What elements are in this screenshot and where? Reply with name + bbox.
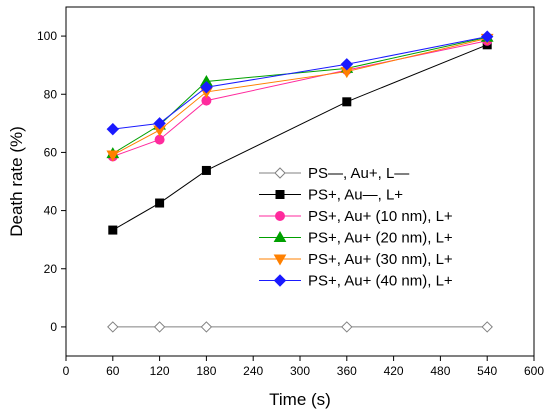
legend: PS—, Au+, L— PS+, Au—, L+ PS+, Au+ (10 nm)… xyxy=(259,165,453,290)
legend-label: PS+, Au+ (40 nm), L+ xyxy=(308,273,453,290)
x-tick-label: 420 xyxy=(384,364,404,378)
x-tick-label: 480 xyxy=(430,364,450,378)
data-point xyxy=(155,198,165,208)
series-3 xyxy=(107,35,493,162)
x-tick-label: 240 xyxy=(243,364,263,378)
data-point xyxy=(200,81,213,94)
data-point xyxy=(342,97,352,107)
legend-marker xyxy=(274,167,286,179)
plot-area-frame xyxy=(65,6,535,357)
legend-marker xyxy=(275,190,285,199)
data-point xyxy=(201,165,211,175)
legend-entry: PS+, Au+ (40 nm), L+ xyxy=(259,273,453,290)
legend-label: PS+, Au—, L+ xyxy=(308,187,403,204)
data-point xyxy=(153,117,166,130)
legend-marker xyxy=(275,211,285,221)
legend-entry: PS+, Au+ (30 nm), L+ xyxy=(259,251,453,268)
y-tick-label: 0 xyxy=(50,320,57,334)
x-tick-label: 600 xyxy=(524,364,544,378)
y-tick-label: 80 xyxy=(44,87,58,101)
legend-entry: PS—, Au+, L— xyxy=(259,165,409,182)
data-point xyxy=(480,30,494,43)
legend-entry: PS+, Au+ (10 nm), L+ xyxy=(259,208,453,225)
data-point xyxy=(153,321,166,333)
x-axis-label: Time (s) xyxy=(269,390,331,409)
y-tick-label: 20 xyxy=(44,262,58,276)
series-line xyxy=(112,37,488,156)
legend-entry: PS+, Au+ (20 nm), L+ xyxy=(259,230,453,247)
data-point xyxy=(106,150,120,162)
series-line xyxy=(112,36,488,130)
legend-label: PS+, Au+ (20 nm), L+ xyxy=(308,230,453,247)
legend-marker xyxy=(273,231,287,242)
data-point xyxy=(200,321,213,333)
x-tick-label: 540 xyxy=(477,364,497,378)
data-point xyxy=(341,321,353,333)
legend-entry: PS+, Au—, L+ xyxy=(259,187,403,204)
x-tick-label: 60 xyxy=(106,364,120,378)
series-line xyxy=(112,36,488,155)
y-axis-label: Death rate (%) xyxy=(7,126,26,237)
data-point xyxy=(107,321,119,333)
legend-label: PS+, Au+ (30 nm), L+ xyxy=(308,251,453,268)
axes: 0 60 120 180 240 300 360 420 480 540 600 0 20 40 60 80 1… xyxy=(37,29,544,378)
series-line xyxy=(112,40,488,157)
x-tick-label: 300 xyxy=(290,364,310,378)
legend-label: PS+, Au+ (10 nm), L+ xyxy=(308,208,453,225)
series-5 xyxy=(106,33,494,162)
y-tick-label: 40 xyxy=(44,204,58,218)
legend-marker xyxy=(273,254,287,266)
x-tick-label: 180 xyxy=(196,364,216,378)
series-6 xyxy=(106,30,494,136)
legend-label: PS—, Au+, L— xyxy=(308,165,409,182)
series-1 xyxy=(107,321,493,333)
x-tick-label: 360 xyxy=(337,364,357,378)
x-tick-label: 0 xyxy=(63,364,70,378)
series-2 xyxy=(108,40,492,235)
y-tick-label: 60 xyxy=(44,145,58,159)
data-point xyxy=(340,58,354,71)
y-tick-label: 100 xyxy=(37,29,57,43)
legend-marker xyxy=(273,274,287,287)
data-point xyxy=(106,122,120,136)
data-point xyxy=(108,225,118,235)
series-layer xyxy=(106,30,494,333)
x-tick-label: 120 xyxy=(150,364,170,378)
data-point xyxy=(481,321,493,333)
